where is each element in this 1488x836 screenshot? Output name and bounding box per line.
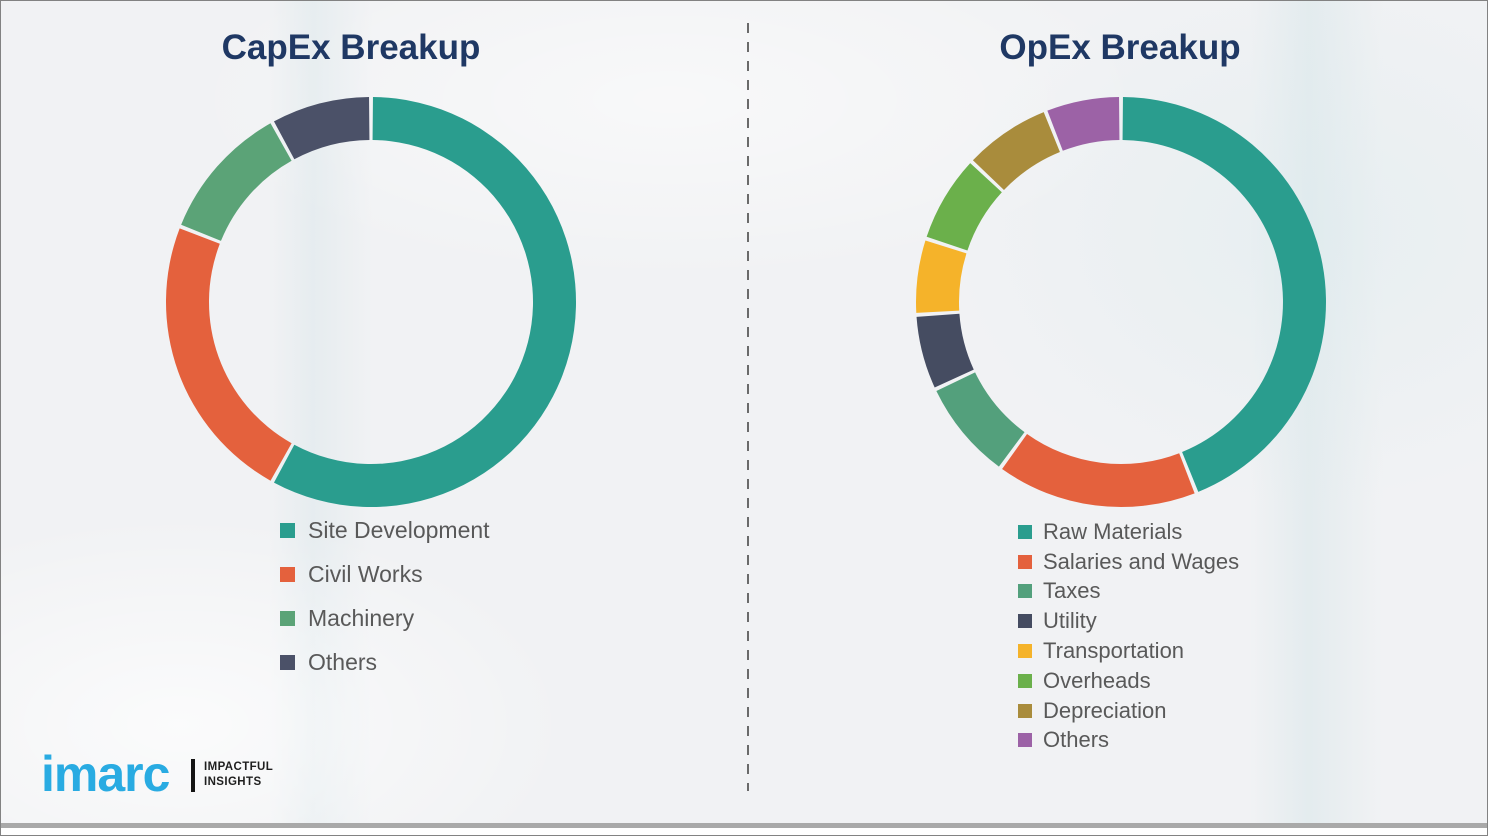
legend-swatch-transportation: [1018, 644, 1032, 659]
donut-segment-utility: [916, 313, 974, 388]
logo-divider-bar: [191, 759, 195, 792]
legend-label: Utility: [1043, 608, 1097, 634]
donut-segment-raw-materials: [1122, 97, 1326, 492]
legend-swatch-depreciation: [1018, 703, 1032, 718]
donut-segment-depreciation: [972, 112, 1060, 190]
legend-label: Depreciation: [1043, 697, 1167, 723]
legend-swatch-utility: [1018, 614, 1032, 629]
legend-item-machinery: Machinery: [280, 596, 490, 640]
donut-segment-others: [1047, 97, 1120, 151]
legend-item-salaries-and-wages: Salaries and Wages: [1018, 547, 1239, 577]
donut-segment-site-development: [273, 97, 577, 508]
legend-swatch-site-development: [280, 522, 295, 538]
legend-item-others: Others: [280, 640, 490, 684]
legend-item-depreciation: Depreciation: [1018, 696, 1239, 726]
opex-donut-chart: [915, 96, 1327, 508]
legend-item-others: Others: [1018, 726, 1239, 756]
legend-label: Taxes: [1043, 578, 1101, 604]
capex-title: CapEx Breakup: [221, 28, 481, 67]
donut-segment-others: [273, 97, 370, 160]
logo-tagline-line2: INSIGHTS: [204, 775, 262, 788]
imarc-logo: imarc IMPACTFUL INSIGHTS: [41, 733, 301, 802]
legend-swatch-others: [280, 654, 295, 670]
legend-swatch-overheads: [1018, 673, 1032, 688]
donut-segment-taxes: [936, 372, 1025, 467]
legend-item-transportation: Transportation: [1018, 636, 1239, 666]
vertical-dashed-divider: [747, 23, 749, 791]
donut-segment-salaries-and-wages: [1002, 433, 1195, 508]
legend-label: Civil Works: [308, 560, 423, 587]
donut-segment-transportation: [915, 240, 967, 313]
legend-swatch-raw-materials: [1018, 524, 1032, 539]
legend-item-site-development: Site Development: [280, 508, 490, 552]
legend-swatch-others: [1018, 733, 1032, 748]
legend-label: Others: [308, 648, 378, 675]
legend-swatch-civil-works: [280, 566, 295, 582]
legend-item-civil-works: Civil Works: [280, 552, 490, 596]
legend-label: Transportation: [1043, 638, 1185, 664]
legend-item-taxes: Taxes: [1018, 577, 1239, 607]
capex-donut-chart: [165, 96, 577, 508]
donut-segment-civil-works: [165, 228, 292, 481]
legend-label: Overheads: [1043, 667, 1151, 693]
legend-swatch-taxes: [1018, 584, 1032, 599]
legend-label: Machinery: [308, 604, 415, 631]
imarc-logo-text: imarc: [41, 746, 170, 802]
opex-title: OpEx Breakup: [999, 28, 1241, 67]
legend-item-overheads: Overheads: [1018, 666, 1239, 696]
legend-item-raw-materials: Raw Materials: [1018, 517, 1239, 547]
legend-label: Raw Materials: [1043, 518, 1183, 544]
capex-legend: Site Development Civil Works Machinery Othe…: [280, 508, 490, 684]
logo-tagline: IMPACTFUL INSIGHTS: [204, 760, 273, 789]
legend-swatch-salaries-and-wages: [1018, 554, 1032, 569]
bottom-border-strip: [1, 823, 1487, 828]
legend-swatch-machinery: [280, 610, 295, 626]
logo-tagline-line1: IMPACTFUL: [204, 761, 274, 774]
legend-label: Site Development: [308, 516, 490, 543]
opex-legend: Raw Materials Salaries and Wages Taxes Util…: [1018, 517, 1239, 755]
legend-label: Others: [1043, 727, 1110, 753]
donut-segment-overheads: [926, 163, 1002, 251]
legend-label: Salaries and Wages: [1043, 548, 1240, 574]
donut-segment-machinery: [181, 123, 292, 241]
legend-item-utility: Utility: [1018, 606, 1239, 636]
